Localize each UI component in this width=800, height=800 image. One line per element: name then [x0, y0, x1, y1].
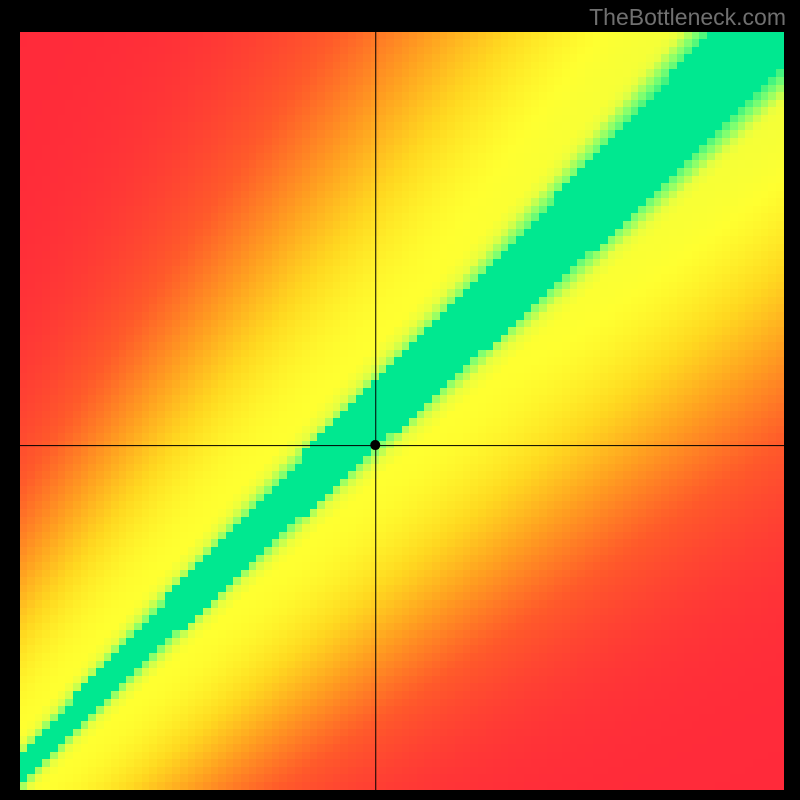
- watermark-label: TheBottleneck.com: [589, 4, 786, 31]
- bottleneck-heatmap: [20, 32, 784, 790]
